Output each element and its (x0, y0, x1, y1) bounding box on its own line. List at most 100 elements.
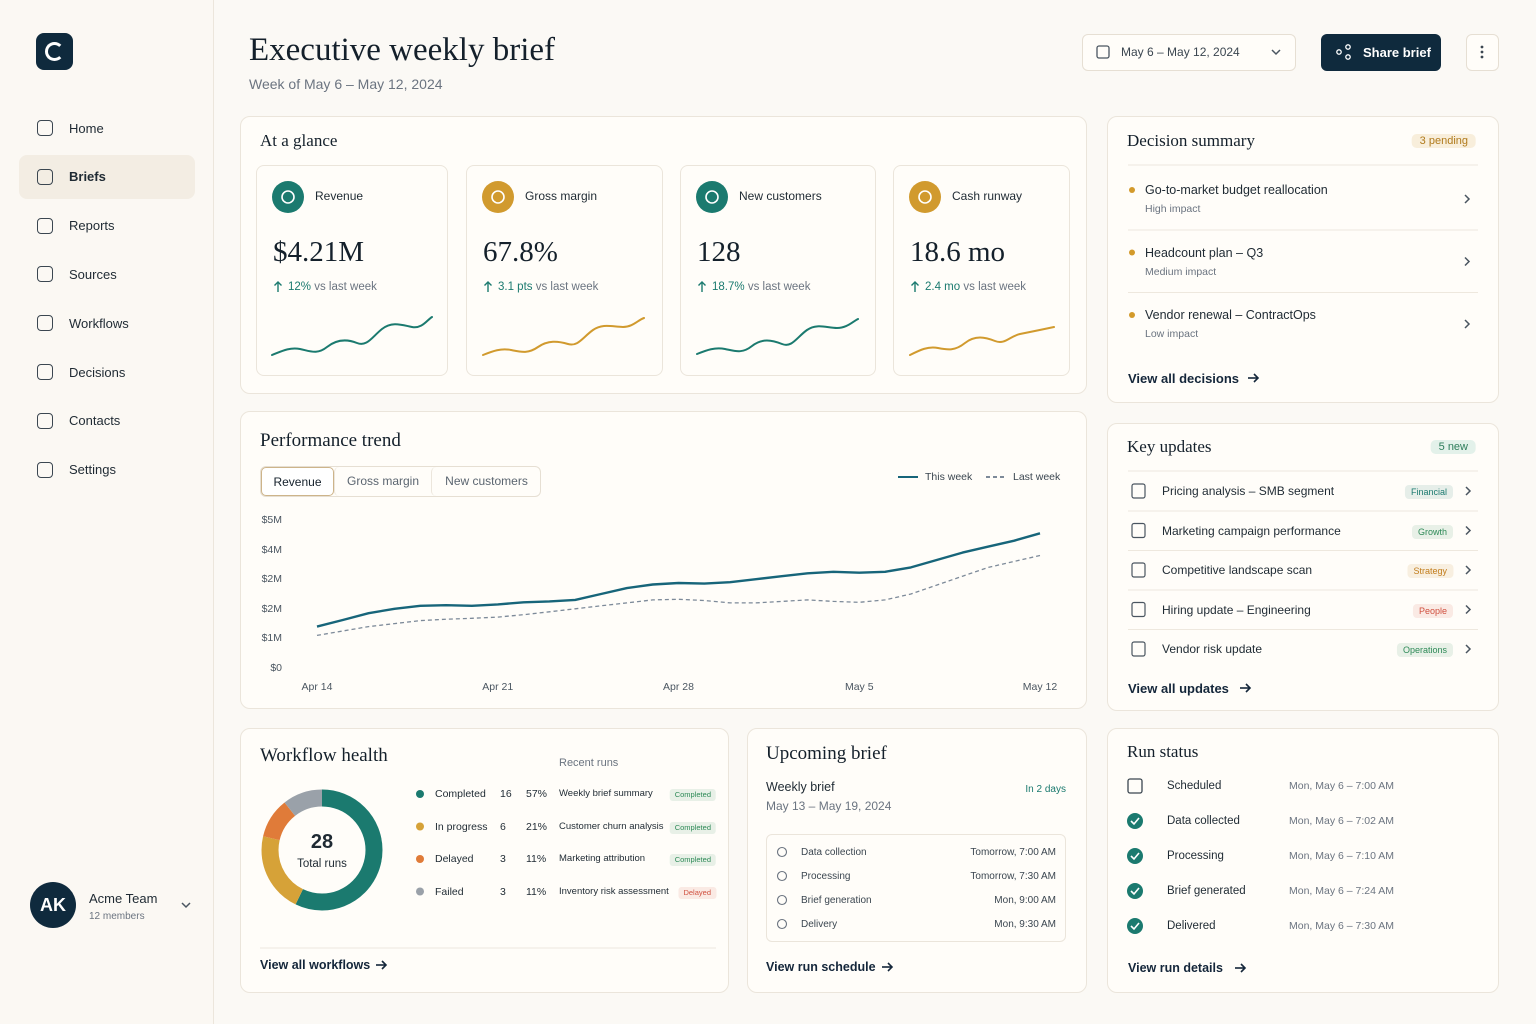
run-status-tag: Completed (669, 821, 716, 834)
section-title: Decision summary (1127, 131, 1255, 150)
run-time: Mon, May 6 – 7:02 AM (1289, 815, 1395, 827)
team-members: 12 members (89, 910, 145, 922)
tab[interactable]: Gross margin (334, 467, 431, 496)
run-step: Scheduled (1167, 779, 1222, 792)
view-link[interactable]: View all workflows (260, 958, 371, 972)
kpi-delta-value: 3.1 pts (498, 280, 533, 293)
step-name: Delivery (801, 918, 838, 930)
x-tick-label: Apr 21 (482, 681, 514, 693)
nav-item[interactable]: Sources (69, 266, 117, 282)
tab[interactable]: Revenue (261, 467, 334, 496)
page-title: Executive weekly brief (249, 31, 556, 68)
status-name: In progress (435, 820, 488, 833)
nav-icon[interactable] (37, 120, 53, 136)
step-name: Processing (801, 870, 851, 882)
nav-item[interactable]: Home (69, 120, 104, 136)
section-title: Run status (1127, 742, 1199, 761)
kpi-icon (482, 181, 514, 213)
nav-item[interactable]: Decisions (69, 364, 126, 380)
kpi-delta-value: 2.4 mo (925, 280, 961, 293)
y-tick-label: $2M (261, 573, 282, 586)
status-name: Delayed (435, 853, 474, 865)
kpi-delta: 12% vs last week (288, 280, 377, 295)
run-time: Mon, May 6 – 7:10 AM (1289, 850, 1395, 862)
brief-due: In 2 days (1025, 783, 1066, 795)
recent-run: Inventory risk assessment (559, 885, 669, 897)
nav-item[interactable]: Contacts (69, 413, 121, 429)
nav-item[interactable]: Reports (69, 218, 115, 234)
y-tick-label: $2M (261, 602, 282, 615)
kpi-value: 128 (697, 236, 741, 268)
view-link[interactable]: View all updates (1128, 680, 1229, 696)
decision-title[interactable]: Go-to-market budget reallocation (1145, 183, 1328, 197)
tab[interactable]: New customers (431, 467, 541, 496)
kpi-value: $4.21M (273, 236, 365, 268)
kpi-delta: 3.1 pts vs last week (498, 280, 598, 295)
x-tick-label: Apr 14 (301, 681, 333, 693)
view-link[interactable]: View run schedule (766, 960, 876, 974)
run-status-tag: Delayed (678, 886, 716, 899)
update-title[interactable]: Marketing campaign performance (1162, 523, 1341, 538)
share-label[interactable]: Share brief (1363, 44, 1431, 60)
nav-icon[interactable] (37, 168, 53, 185)
nav-icon[interactable] (37, 461, 53, 478)
donut-total: 28 (310, 831, 334, 853)
step-name: Data collection (801, 846, 867, 858)
page-subtitle: Week of May 6 – May 12, 2024 (249, 76, 443, 92)
schedule-box (766, 834, 1066, 942)
update-tag: Strategy (1407, 564, 1453, 578)
kpi-icon (272, 181, 304, 213)
run-time: Mon, May 6 – 7:30 AM (1289, 920, 1395, 932)
nav-item[interactable]: Workflows (69, 315, 129, 331)
update-title[interactable]: Vendor risk update (1162, 642, 1263, 656)
badge: 3 pending (1411, 134, 1476, 148)
kpi-label: New customers (739, 189, 822, 203)
update-title[interactable]: Pricing analysis – SMB segment (1162, 484, 1335, 498)
section-title: Workflow health (260, 744, 388, 766)
nav-item[interactable]: Briefs (69, 169, 106, 185)
y-tick-label: $0 (270, 662, 282, 674)
update-tag: Growth (1411, 524, 1453, 539)
run-time: Mon, May 6 – 7:24 AM (1289, 885, 1395, 897)
legend-label: Last week (1013, 471, 1061, 483)
date-range[interactable]: May 6 – May 12, 2024 (1121, 45, 1240, 59)
kpi-value: 67.8% (483, 236, 558, 268)
status-count: 3 (500, 885, 506, 898)
kpi-delta-value: 12% (288, 280, 312, 293)
team-name[interactable]: Acme Team (89, 890, 158, 906)
nav-icon[interactable] (37, 315, 53, 332)
status-percent: 57% (526, 788, 548, 800)
y-tick-label: $5M (261, 514, 282, 526)
x-tick-label: Apr 28 (663, 681, 694, 693)
tab-label: Revenue (273, 475, 322, 489)
view-link[interactable]: View run details (1128, 961, 1223, 975)
date-picker[interactable] (1082, 34, 1296, 71)
nav-icon[interactable] (37, 412, 53, 429)
nav-icon[interactable] (37, 217, 53, 234)
nav-icon[interactable] (37, 364, 53, 380)
status-percent: 11% (526, 885, 547, 898)
decision-impact: Low impact (1145, 328, 1199, 340)
more-button[interactable] (1466, 34, 1499, 71)
status-percent: 11% (526, 853, 547, 865)
decision-title[interactable]: Vendor renewal – ContractOps (1145, 308, 1316, 322)
update-title[interactable]: Competitive landscape scan (1162, 563, 1313, 577)
badge: 5 new (1430, 440, 1476, 454)
update-tag: Operations (1396, 643, 1453, 657)
brief-name: Weekly brief (766, 780, 835, 794)
kpi-icon (696, 181, 728, 213)
update-title[interactable]: Hiring update – Engineering (1162, 602, 1311, 617)
nav-icon[interactable] (37, 266, 53, 283)
status-count: 3 (500, 853, 506, 865)
section-title: At a glance (260, 131, 338, 150)
logo-mark (45, 42, 64, 61)
decision-impact: Medium impact (1145, 265, 1217, 278)
decision-title[interactable]: Headcount plan – Q3 (1145, 245, 1264, 260)
kpi-delta-text: vs last week (535, 280, 599, 293)
view-link[interactable]: View all decisions (1128, 370, 1240, 386)
x-tick-label: May 5 (844, 681, 874, 693)
tab-label: Gross margin (346, 474, 420, 488)
kpi-label: Gross margin (525, 189, 598, 203)
nav-item[interactable]: Settings (69, 462, 116, 478)
